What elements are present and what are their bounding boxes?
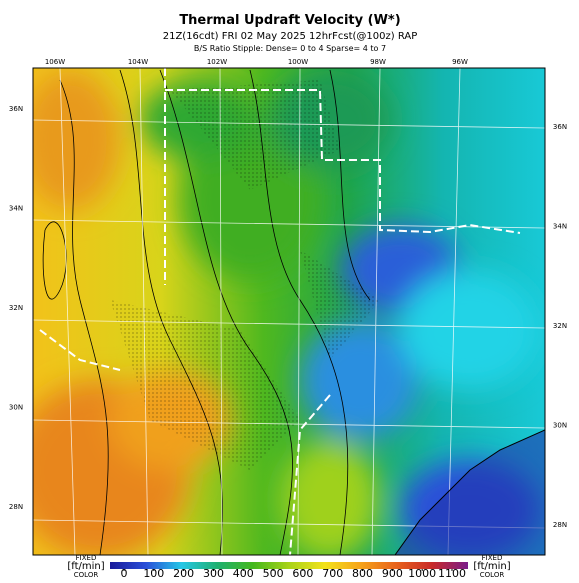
longitude-label: 100W [288,58,308,66]
colorbar-tick-label: 800 [352,567,373,579]
colorbar-tick-label: 900 [382,567,403,579]
colorbar-left-unit: [ft/min] [67,561,104,572]
colorbar-tick-label: 600 [292,567,313,579]
map-field [33,68,545,555]
colorbar-left-bottom: COLOR [74,571,99,579]
colorbar-right-top: FIXED [482,554,503,562]
colorbar-tick-label: 100 [143,567,164,579]
longitude-label: 104W [128,58,148,66]
colorbar-tick-label: 500 [263,567,284,579]
colorbar [110,562,468,569]
latitude-label: 30N [553,422,567,430]
longitude-label: 98W [370,58,386,66]
latitude-label: 28N [553,521,567,529]
latitude-label: 32N [553,322,567,330]
latitude-label: 28N [9,503,23,511]
latitude-labels-left: 36N 34N 32N 30N 28N [9,105,23,511]
colorbar-tick-label: 1100 [438,567,466,579]
colorbar-tick-label: 300 [203,567,224,579]
colorbar-tick-label: 200 [173,567,194,579]
colorbar-tick-label: 700 [322,567,343,579]
subtitle: 21Z(16cdt) FRI 02 May 2025 12hrFcst(@100… [163,31,418,42]
stipple-note: B/S Ratio Stipple: Dense= 0 to 4 Sparse=… [194,44,386,53]
colorbar-right-bottom: COLOR [480,571,505,579]
longitude-labels: 106W 104W 102W 100W 98W 96W [45,58,468,66]
colorbar-tick-label: 1000 [408,567,436,579]
longitude-label: 102W [207,58,227,66]
title: Thermal Updraft Velocity (W*) [179,13,400,28]
colorbar-ticks: 0 100 200 300 400 500 600 700 800 900 1000 1100 [121,567,467,580]
longitude-label: 106W [45,58,65,66]
colorbar-tick-label: 0 [121,567,128,579]
map-frame [32,67,546,556]
colorbar-tick-label: 400 [233,567,254,579]
latitude-label: 36N [9,105,23,113]
latitude-label: 34N [9,205,23,213]
colorbar-left-top: FIXED [76,554,97,562]
latitude-label: 34N [553,223,567,231]
latitude-labels-right: 36N 34N 32N 30N 28N [553,123,567,529]
colorbar-right-unit: [ft/min] [473,561,510,572]
latitude-label: 36N [553,123,567,131]
latitude-label: 32N [9,304,23,312]
latitude-label: 30N [9,404,23,412]
longitude-label: 96W [452,58,468,66]
